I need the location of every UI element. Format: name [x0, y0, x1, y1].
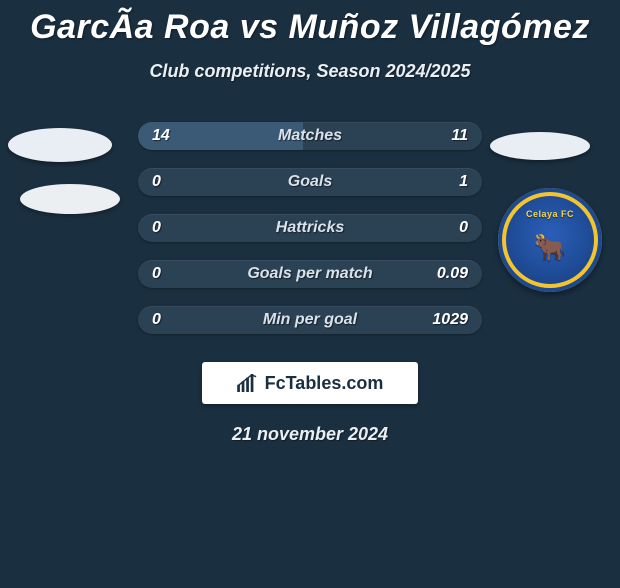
club-badge-emblem: 🐂: [534, 232, 566, 263]
stat-right-value: 11: [451, 127, 468, 145]
page-subtitle: Club competitions, Season 2024/2025: [0, 61, 620, 82]
player-left-avatar: [8, 128, 112, 162]
page-title: GarcÃ­a Roa vs Muñoz Villagómez: [0, 8, 620, 47]
player-right-club-badge: Celaya FC 🐂: [498, 188, 602, 292]
brand-text: FcTables.com: [265, 373, 384, 394]
stat-left-value: 14: [152, 127, 170, 145]
stat-row: 0 Goals per match 0.09: [138, 260, 482, 288]
player-right-avatar: [490, 132, 590, 160]
stat-label: Goals: [288, 173, 332, 191]
stat-row: 0 Hattricks 0: [138, 214, 482, 242]
stat-left-value: 0: [152, 265, 161, 283]
stat-right-value: 0: [459, 219, 468, 237]
club-badge-text: Celaya FC: [526, 209, 574, 219]
stat-row: 14 Matches 11: [138, 122, 482, 150]
stat-label: Matches: [278, 127, 342, 145]
bar-chart-icon: [237, 374, 259, 392]
stat-right-value: 1: [459, 173, 468, 191]
player-left-flag: [20, 184, 120, 214]
brand-badge[interactable]: FcTables.com: [202, 362, 418, 404]
stat-right-value: 0.09: [437, 265, 468, 283]
stat-left-value: 0: [152, 173, 161, 191]
stat-row: 0 Goals 1: [138, 168, 482, 196]
stats-table: 14 Matches 11 0 Goals 1 0 Hattricks 0 0 …: [138, 122, 482, 334]
stat-label: Goals per match: [247, 265, 372, 283]
stat-row: 0 Min per goal 1029: [138, 306, 482, 334]
stat-right-value: 1029: [432, 311, 468, 329]
stat-left-value: 0: [152, 219, 161, 237]
stat-left-value: 0: [152, 311, 161, 329]
footer-date: 21 november 2024: [0, 424, 620, 445]
stat-label: Min per goal: [263, 311, 357, 329]
stat-label: Hattricks: [276, 219, 344, 237]
